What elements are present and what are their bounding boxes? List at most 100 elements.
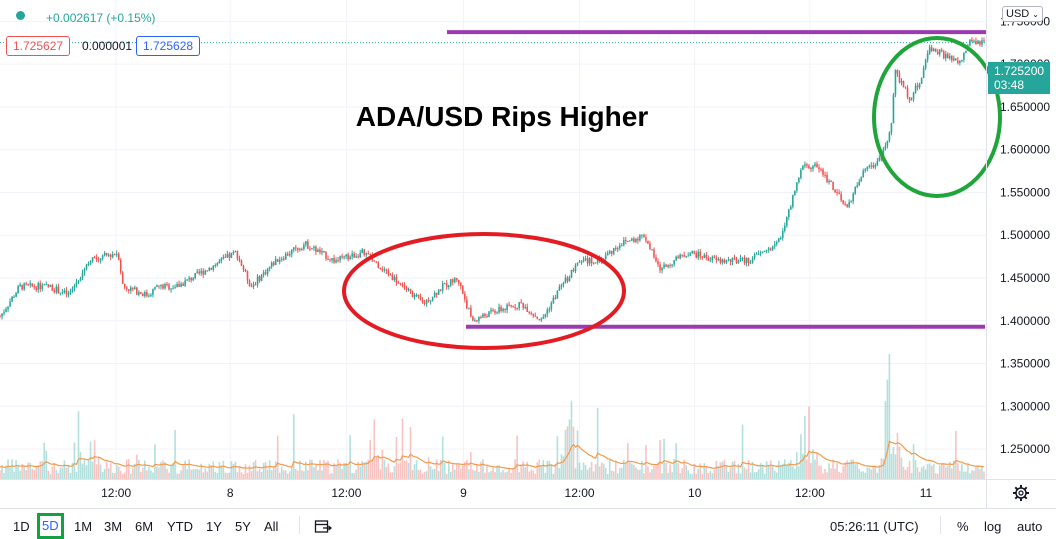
timeframe-1y[interactable]: 1Y bbox=[206, 519, 222, 534]
candle-body bbox=[822, 169, 824, 175]
candle-body bbox=[212, 265, 215, 270]
candle-body bbox=[230, 253, 233, 258]
candle-body bbox=[727, 259, 730, 261]
candle-body bbox=[582, 259, 585, 262]
candle-body bbox=[659, 264, 661, 271]
candle-body bbox=[335, 260, 337, 263]
candle-body bbox=[711, 256, 714, 261]
candle-body bbox=[460, 283, 462, 287]
volume-bar bbox=[697, 468, 700, 479]
timeframe-ytd[interactable]: YTD bbox=[167, 519, 193, 534]
volume-bar bbox=[99, 464, 102, 479]
volume-bar bbox=[838, 471, 840, 479]
log-scale-toggle[interactable]: log bbox=[984, 519, 1002, 534]
volume-bar bbox=[625, 463, 627, 479]
candle-body bbox=[653, 249, 655, 258]
volume-bar bbox=[898, 446, 901, 479]
time-axis[interactable]: 12:00 8 12:00 9 12:00 10 12:00 11 bbox=[101, 486, 932, 500]
price-tick-label: 1.550000 bbox=[1000, 185, 1050, 199]
volume-bar bbox=[93, 440, 96, 479]
candle-body bbox=[588, 258, 591, 264]
timeframe-6m[interactable]: 6M bbox=[135, 519, 154, 534]
candle-body bbox=[894, 69, 897, 95]
candle-body bbox=[11, 296, 13, 302]
time-tick-label: 12:00 bbox=[795, 486, 825, 500]
candle-body bbox=[286, 253, 289, 256]
volume-bar bbox=[109, 462, 112, 479]
candle-body bbox=[767, 248, 770, 251]
volume-bar bbox=[916, 467, 919, 479]
candle-body bbox=[494, 310, 496, 313]
candle-body bbox=[840, 193, 842, 201]
volume-bar bbox=[677, 463, 679, 479]
utc-clock[interactable]: 05:26:11 (UTC) bbox=[830, 519, 919, 534]
volume-bar bbox=[705, 466, 708, 479]
candle-body bbox=[250, 286, 253, 288]
candle-body bbox=[443, 283, 446, 285]
timeframe-5d[interactable]: 5D bbox=[37, 513, 64, 539]
bid-price-box[interactable]: 1.725627 bbox=[6, 36, 71, 56]
candle-body bbox=[886, 140, 889, 146]
candle-body bbox=[472, 316, 474, 321]
volume-bar bbox=[5, 465, 7, 479]
candle-body bbox=[948, 56, 951, 59]
timeframe-1d[interactable]: 1D bbox=[13, 519, 30, 534]
volume-bar bbox=[413, 464, 416, 479]
candle-body bbox=[735, 258, 738, 264]
timeframe-all[interactable]: All bbox=[264, 519, 279, 534]
calendar-range-icon[interactable] bbox=[314, 518, 333, 534]
candle-body bbox=[544, 314, 547, 318]
timeframe-3m[interactable]: 3M bbox=[104, 519, 123, 534]
candle-body bbox=[814, 163, 816, 166]
volume-bar bbox=[880, 458, 883, 479]
candle-body bbox=[101, 255, 104, 259]
candle-body bbox=[868, 165, 871, 167]
volume-bar bbox=[186, 469, 188, 479]
volume-bar bbox=[457, 463, 460, 479]
gear-icon[interactable] bbox=[1012, 484, 1030, 502]
percent-scale-toggle[interactable]: % bbox=[957, 519, 969, 534]
candle-body bbox=[29, 283, 31, 285]
candle-body bbox=[292, 247, 295, 250]
volume-bar bbox=[963, 471, 965, 479]
price-chart[interactable]: ADA/USD Rips Higher 1.7500001.7000001.65… bbox=[0, 0, 1056, 508]
volume-bar bbox=[635, 467, 637, 479]
volume-bar bbox=[814, 459, 816, 479]
candle-body bbox=[103, 253, 106, 256]
volume-bar bbox=[904, 469, 907, 479]
candle-body bbox=[614, 248, 617, 250]
candle-body bbox=[928, 47, 931, 54]
candle-body bbox=[357, 256, 359, 258]
volume-bar bbox=[727, 471, 730, 479]
ask-price-box[interactable]: 1.725628 bbox=[136, 36, 201, 56]
volume-bar bbox=[788, 462, 790, 479]
timeframe-1m[interactable]: 1M bbox=[74, 519, 93, 534]
candle-body bbox=[500, 306, 502, 311]
currency-selector[interactable]: USD ⌄ bbox=[1002, 6, 1043, 22]
volume-bar bbox=[639, 469, 641, 479]
candle-body bbox=[534, 315, 537, 317]
volume-bar bbox=[872, 465, 875, 479]
candle-body bbox=[961, 59, 963, 62]
candle-body bbox=[113, 254, 116, 256]
auto-scale-toggle[interactable]: auto bbox=[1017, 519, 1043, 534]
candle-body bbox=[421, 300, 424, 303]
candle-body bbox=[317, 249, 319, 252]
candle-body bbox=[743, 257, 746, 264]
price-tick-label: 1.350000 bbox=[1000, 357, 1050, 371]
volume-bar bbox=[75, 471, 78, 479]
candle-body bbox=[713, 256, 716, 258]
timeframe-5y[interactable]: 5Y bbox=[235, 519, 251, 534]
volume-bar bbox=[840, 472, 842, 479]
volume-bar bbox=[953, 460, 955, 479]
candle-body bbox=[33, 286, 36, 288]
candle-body bbox=[953, 58, 955, 61]
volume-bar bbox=[264, 462, 267, 479]
candle-body bbox=[977, 40, 979, 44]
volume-bar bbox=[19, 470, 21, 479]
candle-body bbox=[745, 257, 748, 264]
volume-bar bbox=[200, 463, 203, 479]
candle-body bbox=[115, 253, 118, 255]
candle-body bbox=[125, 287, 128, 290]
volume-bar bbox=[190, 469, 192, 479]
